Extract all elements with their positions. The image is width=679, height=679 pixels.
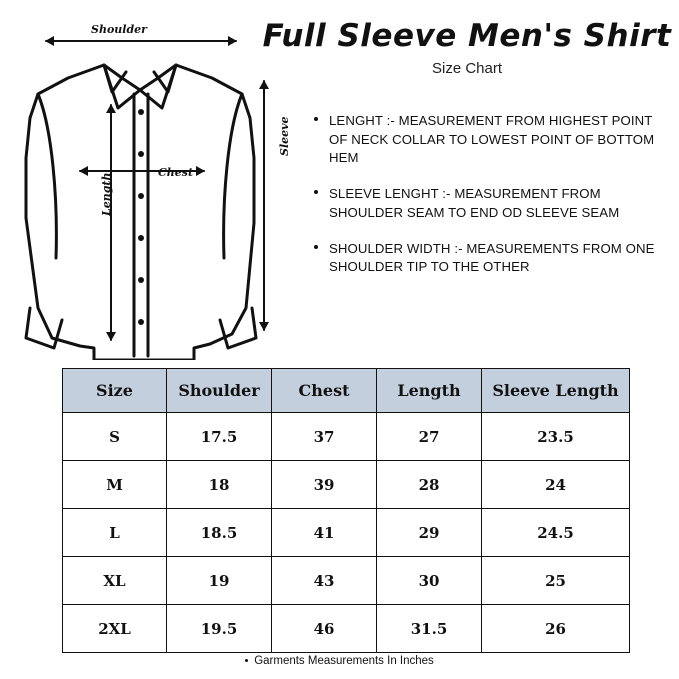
table-row: S 17.5 37 27 23.5	[62, 412, 630, 461]
table-cell: 46	[271, 604, 377, 653]
table-row: L 18.5 41 29 24.5	[62, 508, 630, 557]
list-item: LENGHT :- MEASUREMENT FROM HIGHEST POINT…	[312, 112, 672, 168]
table-header-cell: Sleeve Length	[481, 368, 630, 413]
page-title: Full Sleeve Men's Shirt	[262, 18, 672, 54]
bullet-text: SLEEVE LENGHT :- MEASUREMENT FROM SHOULD…	[329, 186, 620, 220]
footnote: Garments Measurements In Inches	[0, 655, 679, 667]
label-chest: Chest	[158, 166, 194, 179]
table-cell: 28	[376, 460, 482, 509]
page-subtitle: Size Chart	[431, 60, 503, 77]
label-shoulder: Shoulder	[91, 23, 147, 36]
table-cell: 18	[166, 460, 272, 509]
list-item: SHOULDER WIDTH :- MEASUREMENTS FROM ONE …	[312, 240, 672, 277]
table-cell: 19	[166, 556, 272, 605]
table-cell: 29	[376, 508, 482, 557]
size-table: Size Shoulder Chest Length Sleeve Length…	[62, 368, 630, 653]
table-cell: 27	[376, 412, 482, 461]
size-table-wrapper: Size Shoulder Chest Length Sleeve Length…	[62, 368, 630, 653]
table-cell: 37	[271, 412, 377, 461]
bullet-dot-icon	[314, 117, 318, 121]
table-cell: 17.5	[166, 412, 272, 461]
label-sleeve: Sleeve	[278, 116, 291, 156]
table-cell: 41	[271, 508, 377, 557]
table-cell: M	[62, 460, 167, 509]
table-cell: 23.5	[481, 412, 630, 461]
table-cell: 31.5	[376, 604, 482, 653]
table-row: 2XL 19.5 46 31.5 26	[62, 604, 630, 653]
table-cell: L	[62, 508, 167, 557]
footnote-text: Garments Measurements In Inches	[254, 655, 434, 667]
table-cell: 19.5	[166, 604, 272, 653]
table-cell: 24	[481, 460, 630, 509]
table-cell: XL	[62, 556, 167, 605]
table-cell: 30	[376, 556, 482, 605]
table-cell: S	[62, 412, 167, 461]
measurement-instructions: LENGHT :- MEASUREMENT FROM HIGHEST POINT…	[312, 112, 672, 294]
shirt-illustration: Shoulder Chest Length Sleeve	[8, 8, 291, 360]
table-cell: 18.5	[166, 508, 272, 557]
table-cell: 26	[481, 604, 630, 653]
table-cell: 2XL	[62, 604, 167, 653]
list-item: SLEEVE LENGHT :- MEASUREMENT FROM SHOULD…	[312, 185, 672, 222]
table-header-cell: Chest	[271, 368, 377, 413]
bullet-dot-icon	[314, 190, 318, 195]
label-length: Length	[100, 172, 113, 216]
bullet-dot-icon	[314, 244, 318, 249]
table-header-cell: Size	[62, 368, 167, 413]
table-header-cell: Length	[376, 368, 482, 413]
table-cell: 25	[481, 556, 630, 605]
table-cell: 24.5	[481, 508, 630, 557]
table-header-cell: Shoulder	[166, 368, 272, 413]
table-cell: 39	[271, 460, 377, 509]
bullet-text: LENGHT :- MEASUREMENT FROM HIGHEST POINT…	[329, 113, 655, 166]
table-row: XL 19 43 30 25	[62, 556, 630, 605]
table-cell: 43	[271, 556, 377, 605]
table-header-row: Size Shoulder Chest Length Sleeve Length	[62, 368, 630, 413]
bullet-text: SHOULDER WIDTH :- MEASUREMENTS FROM ONE …	[329, 240, 655, 275]
table-row: M 18 39 28 24	[62, 460, 630, 509]
bullet-dot-icon	[245, 659, 249, 663]
